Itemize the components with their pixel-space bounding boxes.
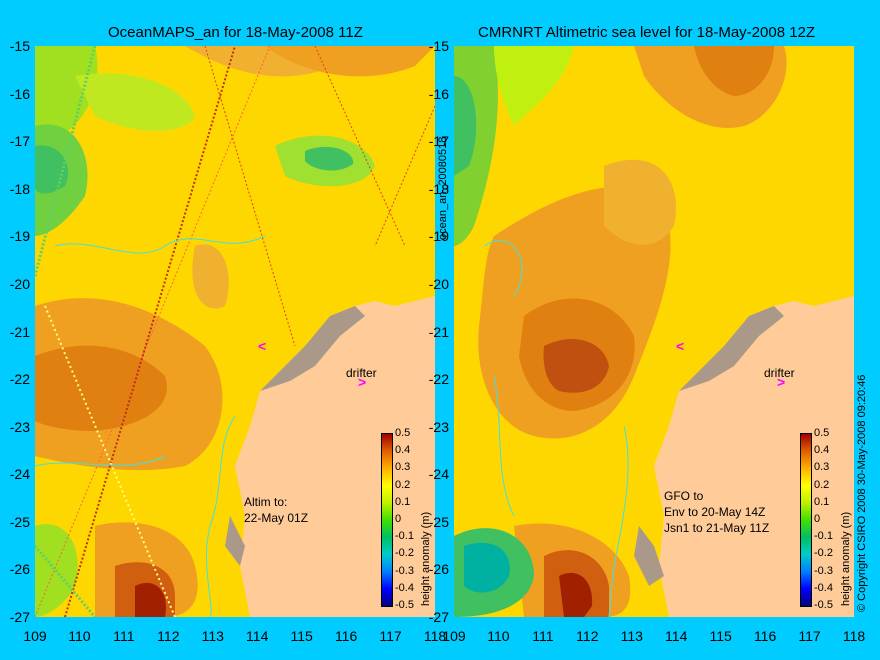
colorbar-tick-label: 0.4 [814,444,830,457]
left-drifter-label: drifter [346,366,377,380]
left-colorbar-title: height anomaly (m) [420,511,432,606]
colorbar-tick-label: 0 [814,513,821,525]
left-altim-note-line: Altim to: [244,495,288,509]
lon-tick-label: 118 [842,628,866,644]
lat-tick-label: -24 [428,466,449,483]
lon-tick-label: 112 [576,628,599,644]
lon-tick-label: 113 [620,628,643,644]
lon-tick-label: 116 [753,628,777,644]
colorbar-tick-label: -0.4 [395,581,414,594]
left-drifter-track-marker[interactable]: < [258,338,267,354]
lon-tick-label: 114 [246,628,269,644]
lat-tick-label: -17 [428,133,449,150]
lat-tick-label: -23 [428,418,449,435]
lon-tick-label: 114 [665,628,688,644]
lon-tick-label: 110 [68,628,91,644]
colorbar-tick-label: -0.5 [395,599,414,611]
lat-tick-label: -23 [9,418,30,435]
lat-tick-label: -27 [9,609,30,625]
lon-tick-label: 118 [423,628,447,644]
colorbar-tick-label: -0.5 [814,599,833,611]
colorbar-tick-label: 0.1 [395,495,411,508]
left-altim-note-line: 22-May 01Z [244,511,309,525]
lat-tick-label: -16 [9,85,30,102]
lat-tick-label: -18 [428,180,449,197]
lat-tick-label: -21 [428,323,449,340]
left-map[interactable] [35,46,435,617]
colorbar-tick-label: 0.2 [814,478,830,491]
colorbar-tick-label: 0.1 [814,495,830,508]
lon-tick-label: 115 [290,628,313,644]
colorbar-tick-label: -0.3 [814,564,833,577]
lon-tick-label: 115 [709,628,732,644]
lon-tick-label: 113 [201,628,224,644]
lat-tick-label: -22 [428,371,449,388]
lon-tick-label: 110 [487,628,510,644]
colorbar-tick-label: 0.5 [814,427,830,439]
right-altim-note-line: Jsn1 to 21-May 11Z [664,521,770,535]
lat-tick-label: -21 [9,323,30,340]
lon-tick-label: 111 [113,628,135,644]
colorbar-tick-label: -0.3 [395,564,414,577]
lat-tick-label: -19 [428,228,449,245]
right-altim-note: GFO to Env to 20-May 14Z Jsn1 to 21-May … [664,488,769,536]
right-drifter-marker[interactable]: > [777,374,786,390]
colorbar-tick-label: 0.4 [395,444,411,457]
lat-tick-label: -20 [428,275,449,292]
colorbar-tick-label: -0.1 [814,530,833,543]
colorbar-tick-label: 0.5 [395,427,411,439]
colorbar-tick-label: -0.1 [395,530,414,543]
lon-tick-label: 117 [379,628,402,644]
colorbar-tick-label: 0.3 [395,461,411,474]
lat-tick-label: -24 [9,466,30,483]
colorbar-tick-label: -0.2 [814,547,833,560]
lat-tick-label: -19 [9,228,30,245]
lat-tick-label: -26 [428,561,449,578]
right-drifter-track-marker[interactable]: < [676,338,685,354]
lat-tick-label: -25 [428,513,449,530]
left-colorbar [381,433,393,607]
right-map[interactable] [454,46,854,617]
colorbar-tick-label: -0.4 [814,581,833,594]
right-colorbar-title: height anomaly (m) [840,511,852,606]
lat-tick-label: -18 [9,180,30,197]
right-altim-note-line: GFO to [664,489,704,503]
colorbar-tick-label: -0.2 [395,547,414,560]
left-altim-note: Altim to: 22-May 01Z [244,494,308,526]
lon-tick-label: 111 [532,628,554,644]
lon-tick-label: 116 [334,628,358,644]
lat-tick-label: -25 [9,513,30,530]
left-side-label: ocean_an_20080518 [437,136,449,240]
lat-tick-label: -15 [428,38,449,54]
lat-tick-label: -26 [9,561,30,578]
colorbar-tick-label: 0 [395,513,402,525]
lon-tick-label: 109 [442,628,466,644]
right-colorbar [800,433,812,607]
lat-tick-label: -20 [9,275,30,292]
lat-tick-label: -15 [9,38,30,54]
right-altim-note-line: Env to 20-May 14Z [664,505,766,519]
lat-tick-label: -17 [9,133,30,150]
lon-tick-label: 109 [23,628,47,644]
right-map-title: CMRNRT Altimetric sea level for 18-May-2… [478,24,816,41]
colorbar-tick-label: 0.2 [395,478,411,491]
lon-tick-label: 112 [157,628,180,644]
left-map-title: OceanMAPS_an for 18-May-2008 11Z [108,24,363,41]
lat-tick-label: -27 [428,609,449,625]
lat-tick-label: -16 [428,85,449,102]
left-drifter-marker[interactable]: > [358,374,367,390]
lat-tick-label: -22 [9,371,30,388]
right-drifter-label: drifter [764,366,795,380]
right-side-label: © Copyright CSIRO 2008 30-May-2008 09:20… [856,374,868,612]
lon-tick-label: 117 [798,628,821,644]
colorbar-tick-label: 0.3 [814,461,830,474]
